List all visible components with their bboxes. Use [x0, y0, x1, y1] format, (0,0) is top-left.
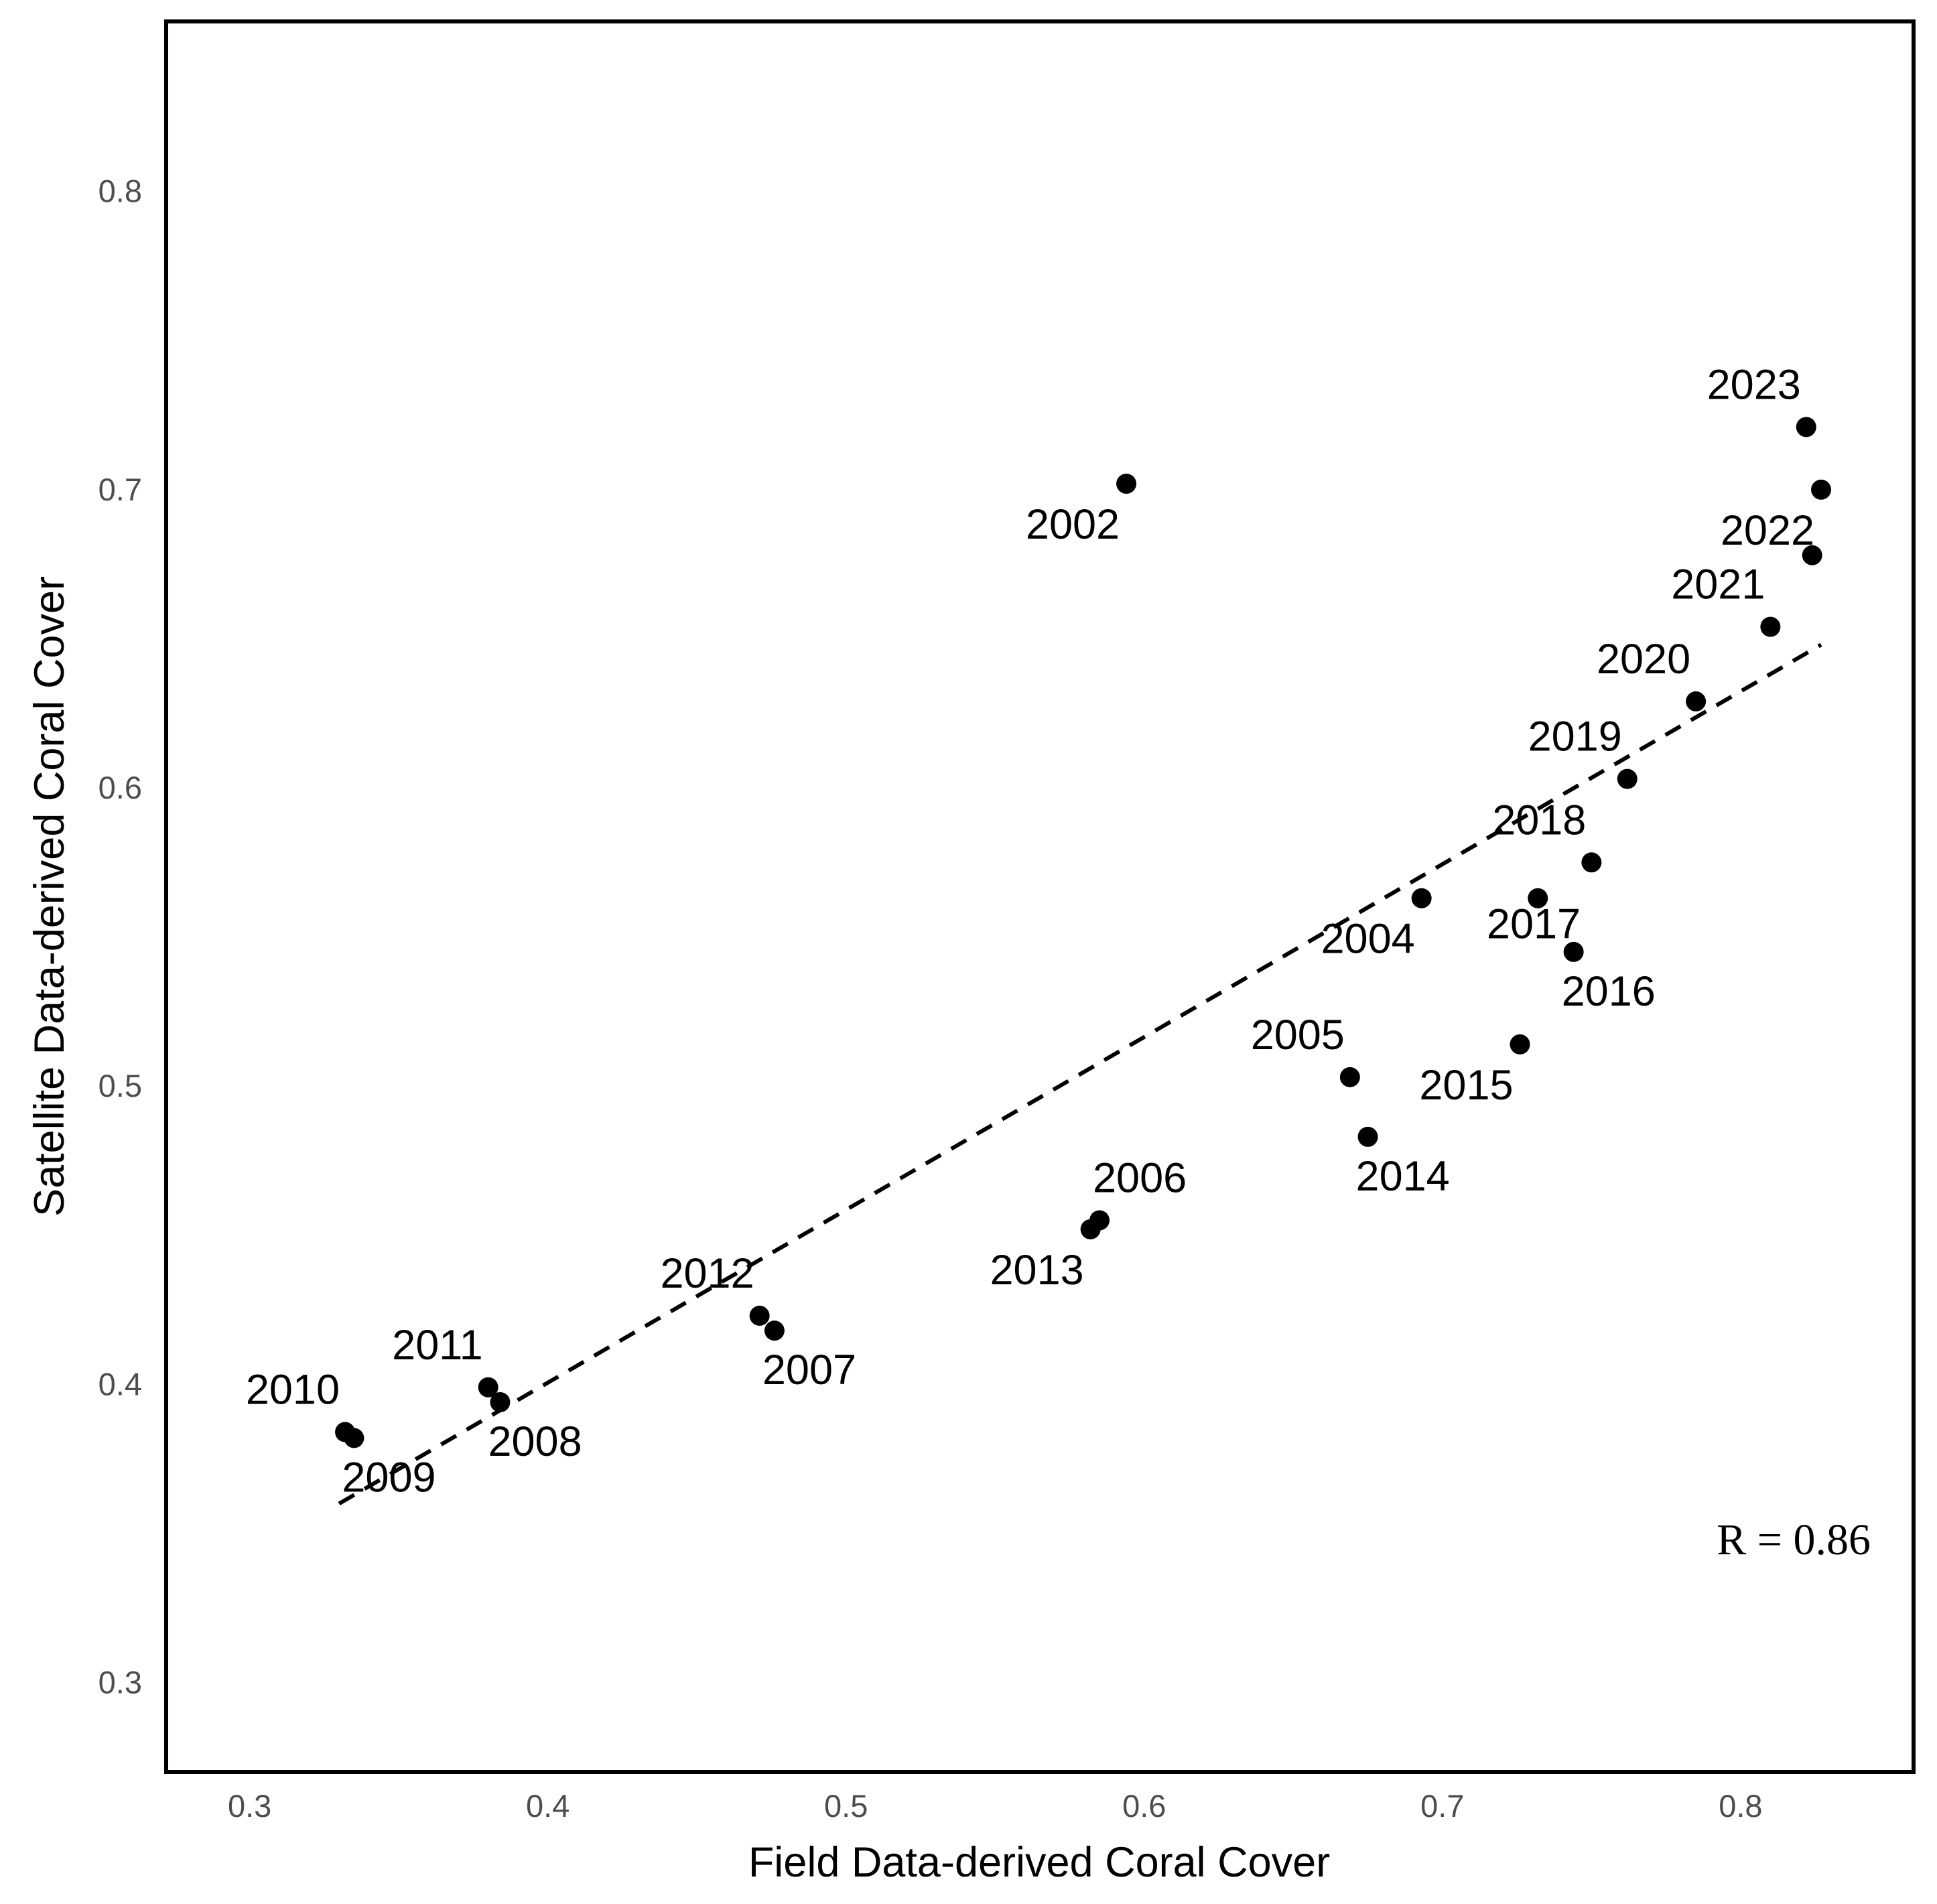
point-label: 2014 — [1356, 1153, 1450, 1200]
trend-line — [338, 642, 1822, 1505]
data-point — [1617, 768, 1638, 789]
x-tick-label: 0.8 — [1719, 1788, 1762, 1824]
data-point — [1563, 941, 1584, 962]
y-tick-label: 0.4 — [98, 1366, 142, 1402]
y-tick-label: 0.5 — [98, 1068, 142, 1103]
data-point — [335, 1422, 356, 1442]
data-point — [478, 1377, 498, 1398]
ticks-layer: 0.3 0.4 0.5 0.6 0.7 0.8 0.3 0.4 0.5 0.6 0.7 0.8 — [98, 174, 1763, 1824]
data-point — [1080, 1219, 1101, 1239]
point-label: 2018 — [1492, 797, 1586, 843]
x-tick-label: 0.7 — [1420, 1788, 1464, 1824]
point-label: 2016 — [1562, 968, 1656, 1015]
point-label: 2020 — [1597, 636, 1690, 683]
data-point — [1686, 691, 1707, 711]
data-point — [1581, 852, 1602, 873]
x-tick-label: 0.4 — [526, 1788, 570, 1824]
points-layer — [335, 417, 1832, 1448]
point-label: 2008 — [488, 1418, 582, 1465]
annotation-layer: R = 0.86 — [1717, 1515, 1871, 1564]
point-label: 2007 — [762, 1347, 856, 1393]
point-label: 2012 — [660, 1250, 754, 1297]
point-label: 2002 — [1026, 501, 1120, 548]
point-label: 2011 — [392, 1322, 482, 1369]
data-point — [764, 1320, 785, 1341]
data-point — [1116, 473, 1137, 494]
point-label: 2023 — [1707, 361, 1801, 408]
point-label: 2006 — [1093, 1154, 1187, 1201]
data-point — [1411, 888, 1432, 908]
data-point — [1357, 1126, 1378, 1147]
data-point — [490, 1392, 511, 1413]
x-tick-label: 0.5 — [824, 1788, 868, 1824]
correlation-annotation: R = 0.86 — [1717, 1515, 1871, 1564]
y-tick-label: 0.8 — [98, 174, 142, 209]
data-point — [1796, 417, 1816, 437]
data-point — [1802, 545, 1822, 565]
point-label: 2010 — [246, 1367, 340, 1414]
data-point — [1811, 479, 1832, 500]
trend-layer — [338, 642, 1822, 1505]
x-tick-label: 0.6 — [1122, 1788, 1166, 1824]
point-label: 2015 — [1419, 1062, 1513, 1109]
data-point — [1528, 888, 1548, 908]
plot-frame — [164, 19, 1916, 1774]
x-axis-title: Field Data-derived Coral Cover — [748, 1839, 1330, 1886]
point-label: 2022 — [1721, 507, 1814, 554]
data-point — [1510, 1034, 1530, 1055]
y-axis-title: Satellite Data-derived Coral Cover — [26, 576, 73, 1217]
y-tick-label: 0.6 — [98, 770, 142, 805]
y-tick-label: 0.3 — [98, 1664, 142, 1700]
point-label: 2017 — [1487, 900, 1581, 947]
point-label: 2019 — [1528, 713, 1622, 760]
point-label: 2004 — [1321, 916, 1415, 963]
point-label: 2021 — [1671, 561, 1765, 608]
point-label: 2009 — [342, 1454, 436, 1501]
point-label: 2013 — [990, 1247, 1084, 1294]
y-tick-label: 0.7 — [98, 472, 142, 507]
data-point — [1760, 616, 1781, 637]
point-label: 2005 — [1251, 1012, 1345, 1059]
data-point — [749, 1305, 770, 1326]
x-tick-label: 0.3 — [228, 1788, 271, 1824]
data-point — [1339, 1067, 1360, 1087]
